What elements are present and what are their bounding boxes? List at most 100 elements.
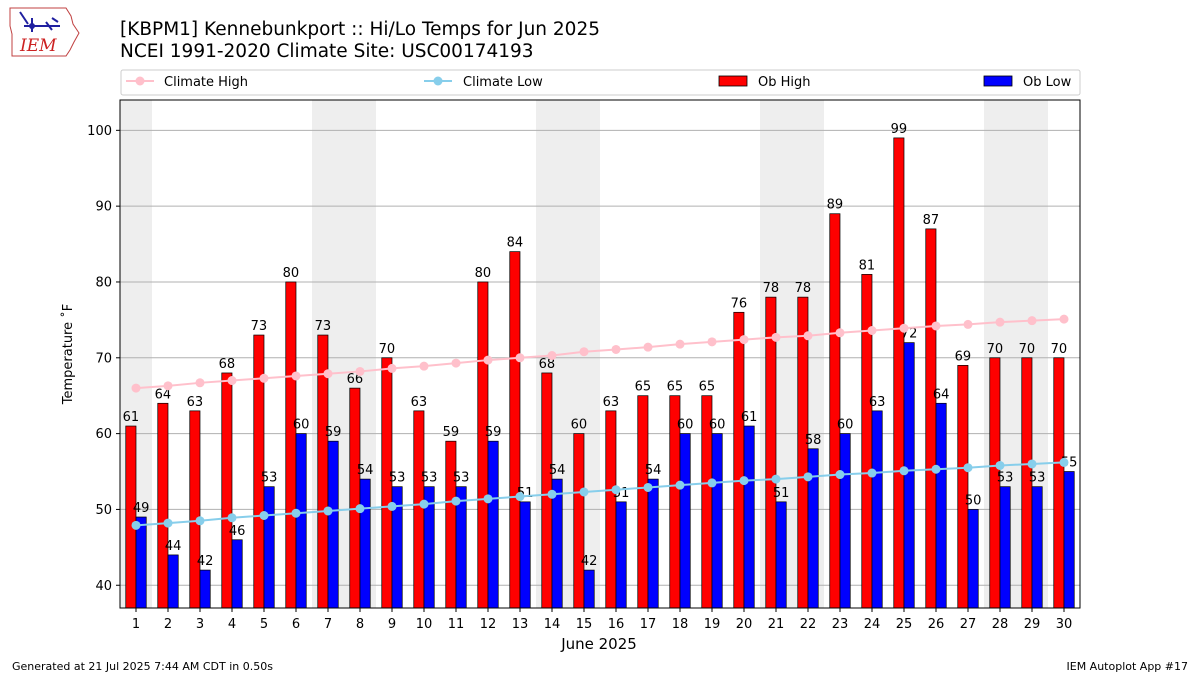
ob-low-value-label: 53: [997, 471, 1014, 486]
x-tick-label: 16: [608, 617, 625, 632]
ob-low-bar: [199, 569, 211, 609]
plot-frame: [119, 99, 1081, 609]
ob-high-value-label: 61: [123, 410, 140, 425]
climate-high-point: [163, 381, 173, 391]
ob-high-value-label: 68: [539, 357, 556, 372]
ob-low-bar: [263, 486, 275, 609]
climate-low-point: [611, 485, 621, 495]
ob-low-bar: [231, 539, 243, 609]
ob-low-bar: [519, 501, 531, 609]
climate-high-point: [995, 317, 1005, 327]
ob-high-bar: [893, 137, 905, 609]
x-tick-label: 18: [672, 617, 689, 632]
ob-low-value-label: 59: [325, 425, 342, 440]
climate-low-point: [131, 520, 141, 530]
legend-item-climate-high: Climate High: [126, 75, 248, 90]
ob-low-bar: [743, 425, 755, 609]
ob-low-bar: [999, 486, 1011, 609]
climate-high-point: [451, 358, 461, 368]
x-tick-label: 24: [864, 617, 881, 632]
climate-high-point: [899, 323, 909, 333]
climate-high-point: [131, 383, 141, 393]
iowa-outline-icon: [9, 7, 80, 57]
ob-low-value-label: 63: [869, 395, 886, 410]
y-tick-label: 90: [95, 200, 112, 215]
ob-low-value-label: 60: [709, 418, 726, 433]
legend-item-climate-low: Climate Low: [424, 75, 543, 90]
legend: Climate High Climate Low Ob High Ob Low: [120, 69, 1081, 96]
ob-low-value-label: 60: [293, 418, 310, 433]
climate-low-point: [675, 480, 685, 490]
ob-high-bar: [733, 311, 745, 609]
chart-subtitle: NCEI 1991-2020 Climate Site: USC00174193: [120, 41, 534, 62]
climate-low-point: [643, 482, 653, 492]
grid-lines: [120, 129, 1080, 586]
climate-low-point: [259, 510, 269, 520]
climate-low-point: [451, 496, 461, 506]
ob-high-value-label: 73: [251, 319, 268, 334]
x-tick-label: 27: [960, 617, 977, 632]
ob-low-value-label: 59: [485, 425, 502, 440]
y-tick-label: 50: [95, 503, 112, 518]
climate-high-point: [227, 376, 237, 386]
ob-low-value-label: 53: [421, 471, 438, 486]
ob-high-bar: [285, 281, 297, 609]
ob-high-bar: [157, 402, 169, 609]
x-tick-label: 2: [164, 617, 172, 632]
ob-low-bar: [295, 433, 307, 609]
footer-app: IEM Autoplot App #17: [1067, 660, 1189, 673]
x-tick-label: 11: [448, 617, 465, 632]
x-tick-label: 28: [992, 617, 1009, 632]
ob-high-value-label: 66: [347, 372, 364, 387]
climate-high-point: [611, 344, 621, 354]
ob-high-bar: [797, 296, 809, 609]
climate-low-point: [483, 494, 493, 504]
ob-high-value-label: 84: [507, 236, 524, 251]
ob-high-bar: [477, 281, 489, 609]
climate-low-point: [963, 463, 973, 473]
ob-low-bar: [135, 516, 147, 609]
legend-item-ob-high: Ob High: [718, 75, 811, 90]
y-axis-title: Temperature ˚F: [60, 304, 76, 405]
ob-high-value-label: 63: [187, 395, 204, 410]
y-tick-label: 60: [95, 427, 112, 442]
climate-low-point: [387, 501, 397, 511]
climate-high-point: [707, 337, 717, 347]
climate-low-point: [227, 513, 237, 523]
climate-low-point: [419, 499, 429, 509]
ob-high-bar: [1053, 357, 1065, 609]
x-tick-label: 20: [736, 617, 753, 632]
ob-low-bar: [711, 433, 723, 609]
climate-high-point: [547, 351, 557, 361]
legend-label: Ob High: [758, 75, 811, 90]
x-tick-label: 19: [704, 617, 721, 632]
climate-high-point: [643, 342, 653, 352]
ob-high-value-label: 81: [859, 258, 876, 273]
ob-low-bar: [583, 569, 595, 609]
climate-lines: [131, 314, 1069, 530]
x-tick-label: 17: [640, 617, 657, 632]
ob-low-value-label: 54: [357, 463, 374, 478]
ob-high-value-label: 59: [443, 425, 460, 440]
ob-high-value-label: 99: [891, 122, 908, 137]
climate-low-point: [931, 464, 941, 474]
x-tick-label: 9: [388, 617, 396, 632]
climate-high-point: [1027, 316, 1037, 326]
ob-low-value-label: 53: [453, 471, 470, 486]
ob-low-value-label: 42: [581, 554, 598, 569]
ob-high-value-label: 70: [379, 342, 396, 357]
climate-high-point: [515, 353, 525, 363]
ob-high-bar: [189, 410, 201, 609]
climate-low-point: [707, 478, 717, 488]
station-dot-icon: [29, 23, 35, 29]
ob-low-value-label: 58: [805, 433, 822, 448]
ob-low-bar: [615, 501, 627, 609]
ob-low-bar: [679, 433, 691, 609]
climate-low-point: [579, 487, 589, 497]
climate-high-point: [259, 373, 269, 383]
climate-low-point: [323, 506, 333, 516]
legend-item-ob-low: Ob Low: [983, 75, 1072, 90]
climate-low-point: [899, 466, 909, 476]
ob-high-value-label: 70: [1019, 342, 1036, 357]
